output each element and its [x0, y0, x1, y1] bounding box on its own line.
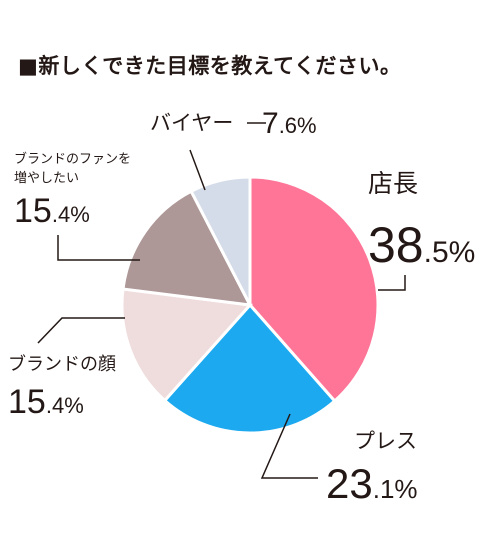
- slice-value-1: 23.1%: [326, 460, 418, 507]
- pie-slice-1: [162, 302, 337, 435]
- leader-line-3: [57, 235, 140, 261]
- leader-line-0: [378, 275, 406, 291]
- slice-label-3-line2: 増やしたい: [14, 171, 79, 186]
- pie-slice-3: [121, 189, 253, 307]
- leader-line-4: [189, 149, 206, 191]
- slice-label-2: ブランドの顔: [8, 353, 116, 375]
- slice-value-3: 15.4%: [14, 192, 90, 230]
- pie-slice-4: [189, 175, 252, 306]
- slice-value-2: 15.4%: [8, 383, 84, 421]
- slice-value-4: 7.6%: [262, 107, 317, 140]
- slice-label-0: 店長: [368, 169, 418, 198]
- leader-line-2: [37, 317, 125, 344]
- leader-line-1: [260, 413, 318, 479]
- pie-slice-0: [248, 175, 380, 404]
- slice-value-0: 38.5%: [368, 217, 475, 273]
- slice-label-1: プレス: [354, 429, 417, 453]
- slice-label-4: バイヤー: [150, 111, 233, 135]
- pie-slice-2: [120, 287, 254, 403]
- chart-title: ■新しくできた目標を教えてください。: [18, 54, 402, 78]
- slice-label-3-line1: ブランドのファンを: [14, 151, 131, 167]
